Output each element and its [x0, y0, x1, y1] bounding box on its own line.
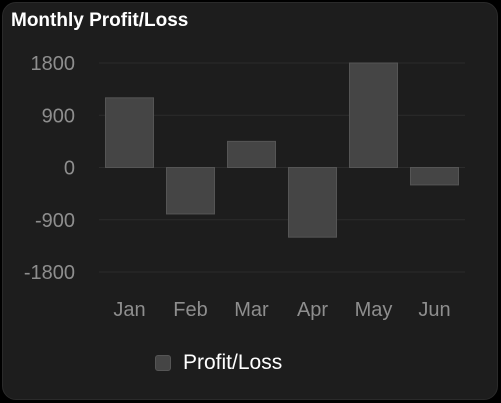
y-tick-label: 0: [64, 158, 75, 180]
bar-chart: 1800 900 0 -900 -1800 Jan Feb Mar Apr May Jun: [24, 53, 465, 321]
y-tick-label: 900: [42, 105, 75, 127]
legend-swatch: [155, 355, 171, 371]
y-tick-label: -1800: [24, 262, 75, 284]
bar-jun[interactable]: [410, 167, 459, 186]
x-tick-label: Jan: [113, 299, 145, 321]
bar-jan[interactable]: [105, 97, 154, 168]
x-tick-label: Apr: [297, 299, 328, 321]
bar-may[interactable]: [349, 62, 398, 168]
chart-card: Monthly Profit/Loss 1800 900 0 -900 -1800 Jan…: [2, 2, 498, 400]
x-tick-label: May: [355, 299, 393, 321]
chart-title: Monthly Profit/Loss: [11, 10, 189, 31]
legend-label: Profit/Loss: [183, 351, 283, 374]
bar-feb[interactable]: [166, 167, 215, 215]
bar-mar[interactable]: [227, 140, 276, 168]
y-tick-label: -900: [35, 210, 75, 232]
legend: Profit/Loss: [155, 351, 282, 375]
x-tick-label: Feb: [173, 299, 207, 321]
y-tick-label: 1800: [31, 53, 76, 75]
x-tick-label: Jun: [418, 299, 450, 321]
bar-apr[interactable]: [288, 167, 337, 238]
x-tick-label: Mar: [234, 299, 269, 321]
